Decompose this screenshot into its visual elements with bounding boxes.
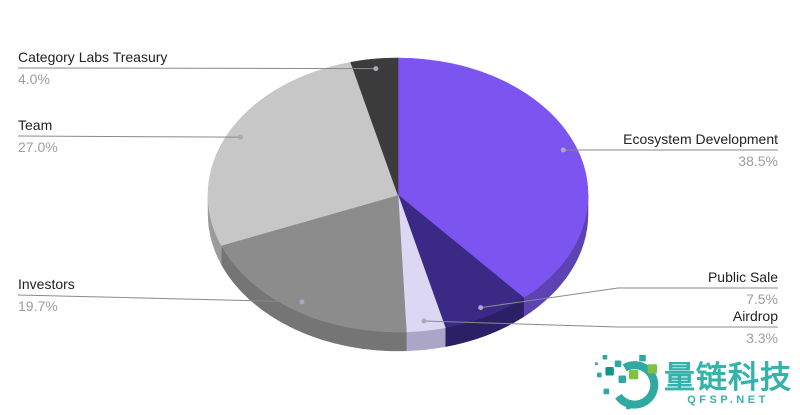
pie-slice-category-labs-treasury[interactable] — [350, 57, 399, 196]
slice-label-block-public-sale: Public Sale 7.5% — [708, 268, 778, 309]
leader-line-public-sale — [480, 287, 778, 309]
leader-dot-ecosystem-development — [560, 147, 566, 153]
slice-name: Ecosystem Development — [623, 131, 778, 147]
slice-label-block-category-labs-treasury: Category Labs Treasury 4.0% — [18, 48, 167, 89]
leader-dot-investors — [299, 299, 305, 305]
brand-name: 量链科技 — [664, 359, 792, 395]
pie-slice-team[interactable] — [207, 61, 399, 246]
slice-label-block-airdrop: Airdrop 3.3% — [733, 307, 778, 348]
slice-name: Team — [18, 117, 53, 133]
slice-percent: 38.5% — [738, 153, 778, 169]
slice-percent: 27.0% — [18, 139, 58, 155]
slice-label-block-investors: Investors 19.7% — [18, 275, 75, 316]
leader-line-category-labs-treasury — [17, 67, 376, 70]
leader-dot-airdrop — [421, 318, 427, 324]
slice-percent: 19.7% — [18, 298, 58, 314]
brand-watermark: 量链科技 QFSP.NET — [595, 352, 792, 414]
brand-logo-icon — [595, 354, 659, 410]
leader-dot-public-sale — [478, 305, 484, 311]
leader-dot-team — [238, 134, 244, 140]
slice-label-block-team: Team 27.0% — [18, 116, 58, 157]
slice-percent: 7.5% — [746, 291, 778, 307]
slice-percent: 4.0% — [18, 71, 50, 87]
slice-name: Investors — [18, 276, 75, 292]
slice-name: Airdrop — [732, 308, 778, 324]
slice-label-block-ecosystem-development: Ecosystem Development 38.5% — [623, 130, 778, 171]
brand-domain: QFSP.NET — [687, 393, 769, 406]
leader-line-airdrop — [423, 320, 778, 328]
leader-line-team — [17, 135, 241, 138]
leader-dot-category-labs-treasury — [373, 66, 379, 72]
slice-name: Public Sale — [707, 269, 778, 285]
leader-line-investors — [17, 294, 302, 303]
brand-text-block: 量链科技 QFSP.NET — [664, 361, 792, 406]
pie-slice-investors[interactable] — [220, 194, 407, 333]
pie-slice-ecosystem-development[interactable] — [397, 57, 589, 299]
slice-name: Category Labs Treasury — [18, 49, 168, 65]
slice-percent: 3.3% — [746, 330, 778, 346]
